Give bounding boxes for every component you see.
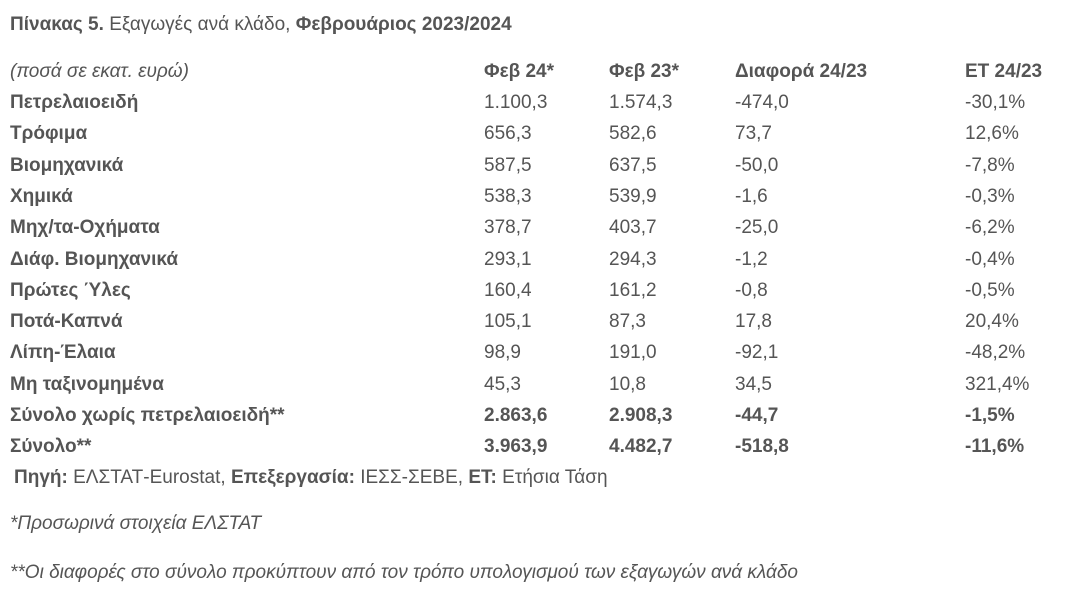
title-label: Πίνακας 5. xyxy=(10,14,104,35)
cell: -30,1% xyxy=(965,92,1026,113)
cell: -44,7 xyxy=(735,405,779,426)
cell: 587,5 xyxy=(484,154,532,176)
cell: 656,3 xyxy=(484,123,532,145)
source-label: Πηγή: xyxy=(14,467,68,488)
row-label: Ποτά-Καπνά xyxy=(10,311,123,333)
cell: 538,3 xyxy=(484,185,532,207)
row-label: Σύνολο** xyxy=(10,436,92,458)
cell: 17,8 xyxy=(735,311,772,333)
title-text: Εξαγωγές ανά κλάδο, xyxy=(109,14,291,35)
cell: -0,4% xyxy=(965,248,1015,270)
source-text: Ετήσια Τάση xyxy=(502,467,608,488)
row-label: Διάφ. Βιομηχανικά xyxy=(10,248,179,270)
cell: 73,7 xyxy=(735,123,772,145)
header-note: (ποσά σε εκατ. ευρώ) xyxy=(10,61,189,82)
source-label: Επεξεργασία: xyxy=(230,467,355,488)
cell: -7,8% xyxy=(965,154,1015,176)
source-label: ΕΤ: xyxy=(468,467,497,488)
cell: 12,6% xyxy=(965,123,1019,145)
row-label: Πετρελαιοειδή xyxy=(10,92,139,113)
note: **Οι διαφορές στο σύνολο προκύπτουν από … xyxy=(10,562,798,583)
cell: -1,2 xyxy=(735,248,768,270)
cell: 4.482,7 xyxy=(609,436,673,458)
cell: 10,8 xyxy=(609,373,646,395)
column-header: ΕΤ 24/23 xyxy=(965,61,1043,82)
cell: -518,8 xyxy=(735,436,789,458)
cell: 3.963,9 xyxy=(484,436,548,458)
cell: 98,9 xyxy=(484,342,521,364)
cell: -6,2% xyxy=(965,217,1015,239)
cell: -1,5% xyxy=(965,405,1015,426)
cell: 2.863,6 xyxy=(484,405,548,426)
column-header: Φεβ 23* xyxy=(609,61,680,82)
row-label: Λίπη-Έλαια xyxy=(10,342,116,364)
cell: 294,3 xyxy=(609,248,657,270)
row-label: Σύνολο χωρίς πετρελαιοειδή** xyxy=(10,405,285,426)
cell: 87,3 xyxy=(609,311,646,333)
cell: 321,4% xyxy=(965,373,1030,395)
cell: -1,6 xyxy=(735,185,768,207)
cell: -474,0 xyxy=(735,92,789,113)
title: Πίνακας 5. Εξαγωγές ανά κλάδο, Φεβρουάρι… xyxy=(10,13,512,37)
cell: 1.100,3 xyxy=(484,92,548,113)
row-label: Μηχ/τα-Οχήματα xyxy=(10,217,160,239)
cell: 378,7 xyxy=(484,217,532,239)
cell: 1.574,3 xyxy=(609,92,673,113)
cell: 637,5 xyxy=(609,154,657,176)
cell: 160,4 xyxy=(484,279,532,301)
cell: -48,2% xyxy=(965,342,1026,364)
cell: 105,1 xyxy=(484,311,532,333)
row-label: Μη ταξινομημένα xyxy=(10,373,164,395)
cell: 582,6 xyxy=(609,123,657,145)
cell: 34,5 xyxy=(735,373,772,395)
source-text: ΕΛΣΤΑΤ-Eurostat, xyxy=(73,467,226,488)
cell: 539,9 xyxy=(609,185,657,207)
cell: -0,8 xyxy=(735,279,768,301)
row-label: Πρώτες Ύλες xyxy=(10,279,131,301)
cell: -25,0 xyxy=(735,217,779,239)
cell: 45,3 xyxy=(484,373,521,395)
cell: -92,1 xyxy=(735,342,779,364)
cell: -50,0 xyxy=(735,154,779,176)
row-label: Βιομηχανικά xyxy=(10,154,124,176)
source-text: ΙΕΣΣ-ΣΕΒΕ, xyxy=(360,467,464,488)
row-label: Χημικά xyxy=(10,185,73,207)
note: *Προσωρινά στοιχεία ΕΛΣΤΑΤ xyxy=(10,513,262,534)
cell: -0,3% xyxy=(965,185,1015,207)
title-period: Φεβρουάριος 2023/2024 xyxy=(295,14,512,35)
source: Πηγή: ΕΛΣΤΑΤ-Eurostat, Επεξεργασία: ΙΕΣΣ… xyxy=(14,466,608,490)
cell: -11,6% xyxy=(965,436,1025,458)
column-header: Διαφορά 24/23 xyxy=(735,61,868,82)
cell: 2.908,3 xyxy=(609,405,673,426)
row-label: Τρόφιμα xyxy=(10,123,88,145)
cell: 20,4% xyxy=(965,311,1019,333)
cell: 293,1 xyxy=(484,248,532,270)
cell: 191,0 xyxy=(609,342,657,364)
column-header: Φεβ 24* xyxy=(484,61,555,82)
cell: 161,2 xyxy=(609,279,657,301)
cell: 403,7 xyxy=(609,217,657,239)
cell: -0,5% xyxy=(965,279,1015,301)
